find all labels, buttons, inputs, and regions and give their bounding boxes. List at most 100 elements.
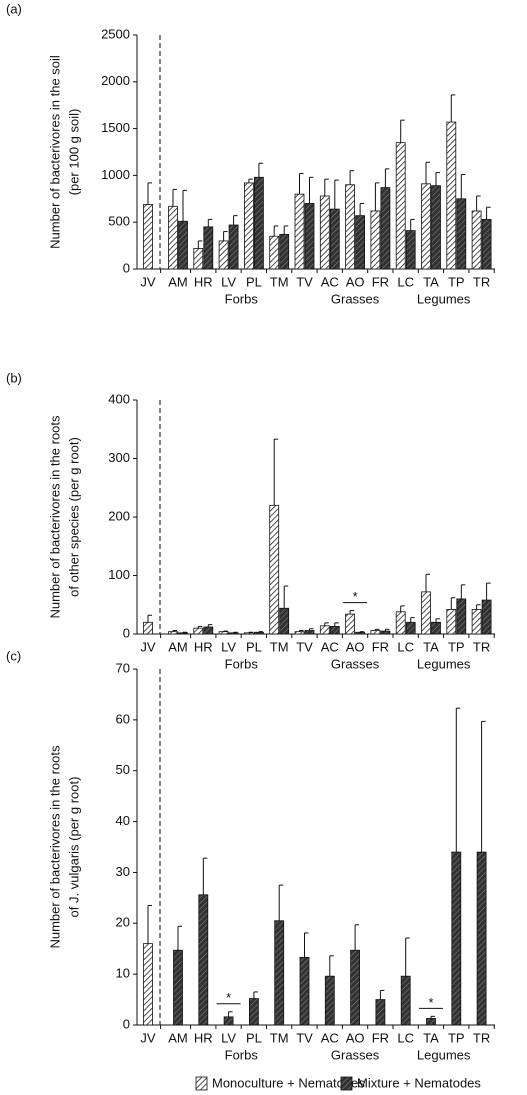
bar bbox=[248, 998, 259, 1026]
bar bbox=[446, 121, 457, 270]
y-tick-label: 300 bbox=[108, 450, 130, 465]
panel-label: (a) bbox=[6, 1, 22, 16]
x-tick-label: TA bbox=[423, 1030, 439, 1045]
y-tick-label: 0 bbox=[123, 1016, 130, 1031]
x-tick-label: AC bbox=[321, 1030, 339, 1045]
bar bbox=[426, 1017, 436, 1026]
y-tick-label: 60 bbox=[116, 711, 130, 726]
y-tick-label: 2000 bbox=[101, 73, 130, 88]
x-tick-label: TV bbox=[296, 639, 313, 654]
bar bbox=[380, 187, 391, 270]
x-tick-label: TP bbox=[448, 639, 465, 654]
significance-star: * bbox=[226, 990, 231, 1005]
bar bbox=[355, 631, 366, 635]
bar bbox=[319, 625, 330, 635]
x-tick-label: TA bbox=[423, 274, 439, 289]
y-axis-label: Number of bacterivores in the roots bbox=[47, 745, 62, 949]
bar bbox=[405, 230, 416, 270]
x-tick-label: TR bbox=[473, 274, 490, 289]
bar bbox=[456, 198, 467, 270]
bar bbox=[294, 193, 305, 270]
x-tick-label: AC bbox=[321, 639, 339, 654]
x-tick-label: AO bbox=[346, 274, 365, 289]
group-label: Grasses bbox=[331, 656, 380, 671]
bar bbox=[168, 205, 178, 270]
bar bbox=[193, 627, 204, 635]
y-axis-label: of other species (per g root) bbox=[66, 437, 81, 597]
bar bbox=[269, 504, 280, 635]
x-tick-label: LV bbox=[221, 639, 236, 654]
y-tick-label: 500 bbox=[108, 214, 130, 229]
bar bbox=[329, 625, 340, 635]
bar bbox=[143, 204, 153, 270]
x-tick-label: PL bbox=[246, 274, 262, 289]
x-tick-label: TR bbox=[473, 1030, 490, 1045]
y-axis-label: (per 100 g soil) bbox=[66, 109, 81, 196]
bar bbox=[476, 851, 487, 1026]
x-tick-label: FR bbox=[372, 1030, 389, 1045]
bar bbox=[143, 621, 153, 635]
x-tick-label: AM bbox=[168, 1030, 188, 1045]
x-tick-label: TM bbox=[270, 639, 289, 654]
bar bbox=[395, 611, 406, 635]
bar bbox=[269, 235, 280, 270]
bar bbox=[481, 599, 492, 635]
group-label: Grasses bbox=[331, 291, 380, 306]
bar bbox=[421, 591, 431, 635]
bar bbox=[173, 949, 183, 1026]
bar bbox=[203, 626, 214, 635]
bar bbox=[446, 609, 457, 635]
group-label: Grasses bbox=[331, 1047, 380, 1062]
y-tick-label: 2500 bbox=[101, 26, 130, 41]
x-tick-label: HR bbox=[194, 639, 213, 654]
x-tick-label: HR bbox=[194, 1030, 213, 1045]
legend-swatch bbox=[340, 1076, 353, 1091]
x-tick-label: LC bbox=[397, 1030, 414, 1045]
y-tick-label: 1000 bbox=[101, 167, 130, 182]
legend-label: Monoculture + Nematodes bbox=[212, 1075, 365, 1090]
bar bbox=[481, 218, 492, 270]
y-tick-label: 10 bbox=[116, 966, 130, 981]
x-tick-label: TP bbox=[448, 1030, 465, 1045]
x-tick-label: FR bbox=[372, 274, 389, 289]
group-label: Legumes bbox=[417, 1047, 471, 1062]
bar bbox=[243, 182, 254, 270]
bar bbox=[405, 621, 416, 635]
x-tick-label: JV bbox=[140, 274, 156, 289]
bar bbox=[279, 607, 290, 635]
bar bbox=[431, 185, 441, 270]
x-tick-label: FR bbox=[372, 639, 389, 654]
bar bbox=[228, 224, 239, 270]
x-tick-label: PL bbox=[246, 639, 262, 654]
y-tick-label: 30 bbox=[116, 864, 130, 879]
y-tick-label: 0 bbox=[123, 260, 130, 275]
x-tick-label: LV bbox=[221, 274, 236, 289]
x-tick-label: LV bbox=[221, 1030, 236, 1045]
panel-label: (c) bbox=[6, 648, 21, 663]
bar bbox=[143, 943, 153, 1026]
bar bbox=[178, 632, 188, 635]
group-label: Legumes bbox=[417, 291, 471, 306]
y-axis-label: of J. vulgaris (per g root) bbox=[66, 777, 81, 918]
bar bbox=[395, 142, 406, 270]
legend-label: Mixture + Nematodes bbox=[357, 1075, 481, 1090]
x-tick-label: JV bbox=[140, 1030, 156, 1045]
bar bbox=[421, 183, 431, 270]
bar bbox=[168, 631, 178, 635]
bar bbox=[223, 1016, 234, 1026]
y-tick-label: 20 bbox=[116, 915, 130, 930]
group-label: Forbs bbox=[225, 291, 259, 306]
group-label: Forbs bbox=[225, 656, 259, 671]
bar bbox=[345, 184, 356, 270]
x-tick-label: TV bbox=[296, 274, 313, 289]
bar bbox=[294, 631, 305, 635]
x-tick-label: AM bbox=[168, 639, 188, 654]
y-tick-label: 40 bbox=[116, 813, 130, 828]
y-tick-label: 50 bbox=[116, 762, 130, 777]
bar bbox=[370, 630, 381, 635]
bar bbox=[243, 632, 254, 635]
x-tick-label: LC bbox=[397, 274, 414, 289]
y-tick-label: 1500 bbox=[101, 120, 130, 135]
bar bbox=[304, 630, 315, 635]
bar bbox=[355, 215, 366, 270]
